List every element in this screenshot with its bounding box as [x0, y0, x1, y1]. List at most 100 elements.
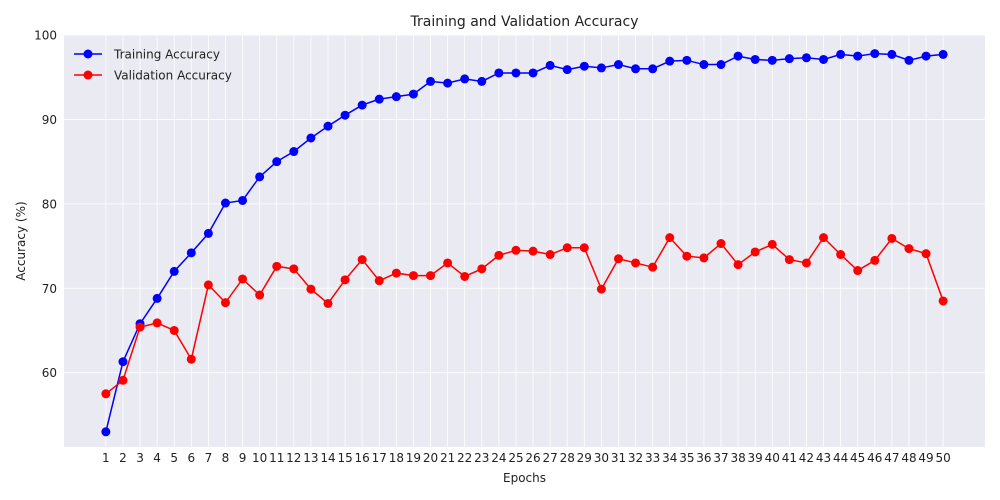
- validation-accuracy-point: [220, 298, 230, 308]
- training-accuracy-point: [887, 49, 897, 59]
- training-accuracy-point: [340, 110, 350, 120]
- validation-accuracy-point: [767, 239, 777, 249]
- training-accuracy-point: [853, 51, 863, 61]
- training-accuracy-point: [767, 55, 777, 65]
- x-tick-label: 32: [628, 451, 643, 465]
- validation-accuracy-point: [853, 266, 863, 276]
- training-accuracy-point: [494, 68, 504, 78]
- x-tick-label: 49: [918, 451, 933, 465]
- legend-label-training: Training Accuracy: [113, 48, 220, 62]
- x-tick-label: 28: [560, 451, 575, 465]
- y-axis-ticks: 60 70 80 90 100: [34, 29, 57, 381]
- training-accuracy-point: [220, 198, 230, 208]
- x-tick-label: 5: [170, 451, 178, 465]
- grid: [64, 34, 985, 447]
- training-accuracy-point: [579, 61, 589, 71]
- training-accuracy-point: [186, 248, 196, 258]
- x-tick-label: 47: [884, 451, 899, 465]
- validation-accuracy-point: [938, 296, 948, 306]
- training-accuracy-point: [631, 64, 641, 74]
- training-accuracy-point: [613, 60, 623, 70]
- x-tick-label: 9: [239, 451, 247, 465]
- x-tick-label: 11: [269, 451, 284, 465]
- x-tick-label: 10: [252, 451, 267, 465]
- x-tick-label: 4: [153, 451, 161, 465]
- x-tick-label: 21: [440, 451, 455, 465]
- y-tick-label: 60: [42, 366, 57, 380]
- training-accuracy-point: [460, 74, 470, 84]
- validation-accuracy-point: [562, 243, 572, 253]
- validation-accuracy-point: [289, 264, 299, 274]
- validation-accuracy-point: [477, 264, 487, 274]
- validation-accuracy-point: [306, 284, 316, 294]
- validation-accuracy-point: [426, 271, 436, 281]
- x-tick-label: 38: [730, 451, 745, 465]
- validation-accuracy-point: [203, 280, 213, 290]
- x-tick-label: 26: [525, 451, 540, 465]
- training-accuracy-point: [374, 94, 384, 104]
- training-accuracy-point: [596, 63, 606, 73]
- validation-accuracy-point: [682, 251, 692, 261]
- validation-accuracy-point: [784, 255, 794, 265]
- legend-entry-training: Training Accuracy: [74, 48, 220, 62]
- training-accuracy-point: [101, 427, 111, 437]
- x-tick-label: 13: [303, 451, 318, 465]
- training-accuracy-point: [750, 54, 760, 64]
- y-tick-label: 80: [42, 197, 57, 211]
- validation-accuracy-point: [408, 271, 418, 281]
- x-tick-label: 1: [102, 451, 110, 465]
- validation-accuracy-point: [665, 233, 675, 243]
- validation-accuracy-point: [169, 325, 179, 335]
- x-tick-label: 6: [187, 451, 195, 465]
- validation-accuracy-point: [801, 258, 811, 268]
- training-accuracy-point: [921, 51, 931, 61]
- x-tick-label: 45: [850, 451, 865, 465]
- x-tick-label: 22: [457, 451, 472, 465]
- x-tick-label: 17: [372, 451, 387, 465]
- x-axis-ticks: 1 2 3 4 5 6 7 8 9 10 11 12 13 14 15 16 17 18 19 20 21 22 23 24 2…: [102, 451, 951, 465]
- x-tick-label: 50: [935, 451, 950, 465]
- validation-accuracy-point: [870, 255, 880, 265]
- training-accuracy-point: [836, 49, 846, 59]
- legend-label-validation: Validation Accuracy: [114, 69, 232, 83]
- training-accuracy-point: [511, 68, 521, 78]
- validation-accuracy-point: [613, 254, 623, 264]
- training-accuracy-point: [716, 60, 726, 70]
- training-accuracy-point: [272, 157, 282, 167]
- x-tick-label: 25: [508, 451, 523, 465]
- x-tick-label: 15: [337, 451, 352, 465]
- training-accuracy-point: [870, 49, 880, 59]
- x-tick-label: 42: [799, 451, 814, 465]
- x-tick-label: 29: [577, 451, 592, 465]
- x-tick-label: 19: [406, 451, 421, 465]
- x-tick-label: 14: [320, 451, 335, 465]
- validation-accuracy-point: [750, 247, 760, 257]
- x-tick-label: 16: [355, 451, 370, 465]
- training-accuracy-point: [733, 51, 743, 61]
- x-tick-label: 20: [423, 451, 438, 465]
- training-accuracy-point: [819, 54, 829, 64]
- validation-accuracy-point: [374, 276, 384, 286]
- x-tick-label: 41: [782, 451, 797, 465]
- x-tick-label: 33: [645, 451, 660, 465]
- validation-accuracy-point: [272, 261, 282, 271]
- validation-accuracy-point: [340, 275, 350, 285]
- x-tick-label: 30: [594, 451, 609, 465]
- legend-entry-validation: Validation Accuracy: [74, 69, 232, 83]
- training-accuracy-point: [323, 121, 333, 131]
- training-accuracy-point: [169, 266, 179, 276]
- training-accuracy-point: [238, 195, 248, 205]
- x-tick-label: 46: [867, 451, 882, 465]
- training-accuracy-point: [784, 54, 794, 64]
- training-accuracy-point: [938, 49, 948, 59]
- training-accuracy-point: [408, 89, 418, 99]
- validation-accuracy-point: [699, 253, 709, 263]
- validation-accuracy-point: [733, 260, 743, 270]
- training-accuracy-point: [682, 55, 692, 65]
- x-tick-label: 2: [119, 451, 127, 465]
- validation-accuracy-point: [186, 354, 196, 364]
- legend-marker-validation: [83, 70, 93, 80]
- x-tick-label: 27: [542, 451, 557, 465]
- validation-accuracy-point: [716, 239, 726, 249]
